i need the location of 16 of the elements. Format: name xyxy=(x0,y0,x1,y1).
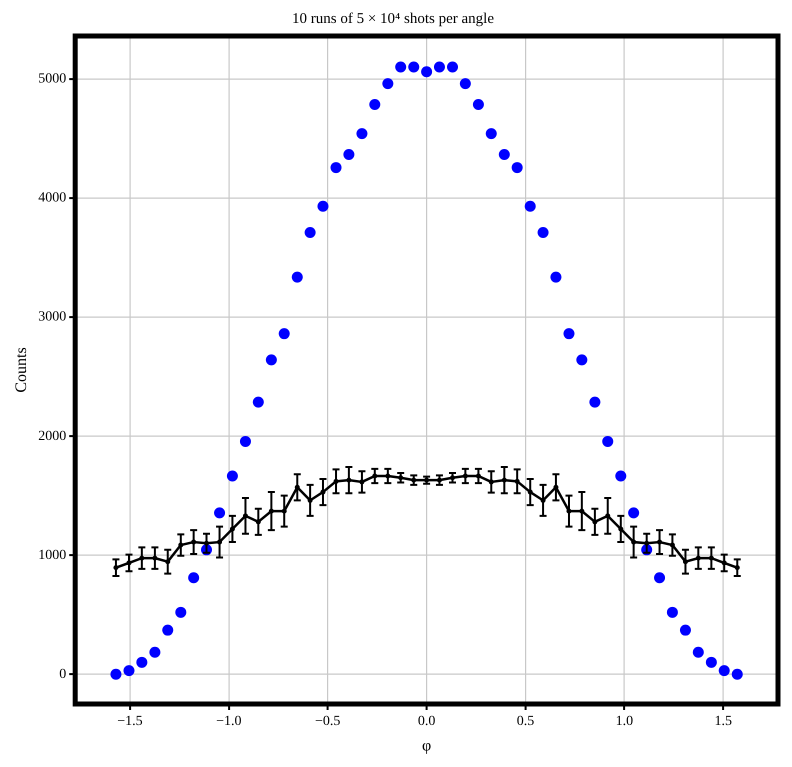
x-tick-label: −1.5 xyxy=(117,714,143,730)
x-tick-label: −0.5 xyxy=(315,714,340,730)
y-axis-title: Counts xyxy=(12,347,30,393)
y-tick-label: 5000 xyxy=(38,72,66,87)
chart-title: 10 runs of 5 × 10⁴ shots per angle xyxy=(292,10,494,27)
y-tick-label: 4000 xyxy=(38,190,66,206)
y-tick-label: 2000 xyxy=(38,428,66,444)
y-tick-label: 1000 xyxy=(38,548,66,563)
x-tick-label: 1.0 xyxy=(616,714,634,730)
x-tick-label: 1.5 xyxy=(714,714,732,730)
y-tick-label: 3000 xyxy=(38,310,66,325)
y-tick-label: 0 xyxy=(59,666,66,682)
x-tick-label: 0.0 xyxy=(418,714,436,730)
x-tick-label: 0.5 xyxy=(516,714,534,730)
x-tick-label: −1.0 xyxy=(216,714,242,730)
x-axis-title: φ xyxy=(422,738,432,755)
